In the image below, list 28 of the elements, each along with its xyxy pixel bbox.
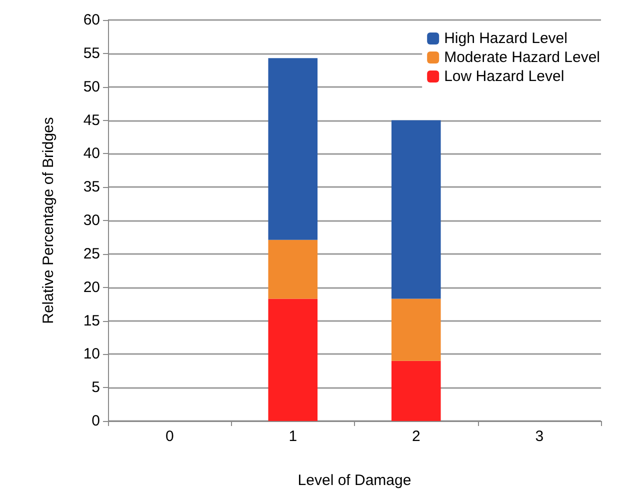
y-axis-title: Relative Percentage of Bridges [40, 117, 57, 324]
x-axis-title: Level of Damage [298, 472, 412, 489]
x-tick-label: 1 [288, 428, 298, 445]
bar [391, 120, 441, 299]
y-tick-label: 10 [83, 346, 100, 363]
legend-label: Moderate Hazard Level [444, 49, 600, 66]
y-tick-label: 50 [83, 78, 100, 96]
y-tick-label: 20 [83, 278, 100, 296]
legend-label: High Hazard Level [444, 30, 568, 47]
y-tick-label: 60 [83, 12, 100, 28]
x-tick-label: 3 [535, 428, 544, 445]
y-tick-label: 15 [83, 312, 100, 330]
y-tick-label: 45 [83, 112, 100, 129]
x-tick-label: 2 [412, 428, 420, 445]
legend-label: Low Hazard Level [444, 68, 564, 85]
bar [391, 360, 441, 421]
bar [391, 298, 441, 361]
x-tick-label: 0 [165, 428, 174, 445]
y-tick-label: 0 [92, 412, 100, 430]
y-tick-label: 40 [83, 145, 100, 162]
bar [268, 298, 318, 421]
y-tick-label: 5 [92, 379, 100, 396]
y-tick-label: 30 [83, 212, 100, 229]
bar [268, 240, 318, 299]
y-tick-label: 25 [83, 245, 100, 262]
y-tick-label: 55 [83, 44, 100, 62]
bar [268, 58, 318, 240]
y-tick-label: 35 [83, 178, 100, 196]
